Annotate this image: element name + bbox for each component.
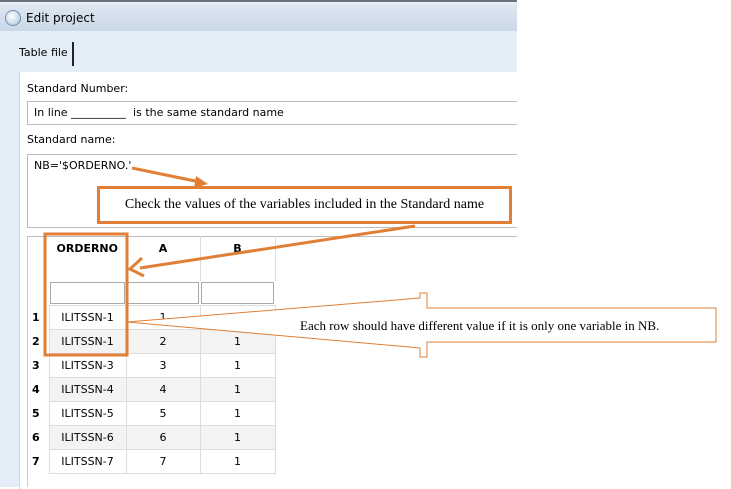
filter-b[interactable] xyxy=(201,282,274,304)
table-row[interactable]: 4 ILITSSN-4 4 1 xyxy=(28,377,276,402)
row-number: 3 xyxy=(32,359,40,372)
filter-orderno[interactable] xyxy=(50,282,125,304)
filter-a[interactable] xyxy=(127,282,199,304)
standard-number-field[interactable]: In line __________ is the same standard … xyxy=(27,101,517,125)
cell-a[interactable]: 6 xyxy=(125,425,201,450)
cell-orderno[interactable]: ILITSSN-7 xyxy=(48,449,127,474)
column-header-b[interactable]: B xyxy=(200,236,276,281)
arrowhead-icon xyxy=(194,176,208,188)
table-row[interactable]: 5 ILITSSN-5 5 1 xyxy=(28,401,276,426)
callout2-arrow-shape xyxy=(126,292,717,358)
callout-check-values: Check the values of the variables includ… xyxy=(97,186,512,224)
callout-each-row: Each row should have different value if … xyxy=(300,318,660,333)
data-table: ORDERNO A B 1ILITSSN-1112ILITSSN-1213ILI… xyxy=(28,236,276,474)
table-row[interactable]: 2 ILITSSN-1 2 1 xyxy=(28,329,276,354)
table-row[interactable]: 7 ILITSSN-7 7 1 xyxy=(28,449,276,474)
arrow-to-orderno xyxy=(139,224,416,270)
title-bar: Edit project xyxy=(0,4,517,31)
row-number: 1 xyxy=(32,311,40,324)
tab-table-file[interactable]: Table file xyxy=(15,42,74,66)
row-number: 2 xyxy=(32,335,40,348)
filter-row xyxy=(28,281,275,306)
arrowhead-icon xyxy=(127,256,145,278)
row-number: 6 xyxy=(32,431,40,444)
standard-number-label: Standard Number: xyxy=(27,82,129,95)
row-number: 4 xyxy=(32,383,40,396)
orderno-highlight-box xyxy=(43,232,129,357)
app-circle-icon xyxy=(5,10,21,26)
row-number: 7 xyxy=(32,455,40,468)
standard-name-label: Standard name: xyxy=(27,133,116,146)
cell-b[interactable]: 1 xyxy=(199,401,276,426)
table-row[interactable]: 6 ILITSSN-6 6 1 xyxy=(28,425,276,450)
arrow-to-callout1 xyxy=(131,166,201,184)
cell-b[interactable]: 1 xyxy=(199,425,276,450)
cell-orderno[interactable]: ILITSSN-4 xyxy=(48,377,127,402)
window-title: Edit project xyxy=(26,11,95,25)
cell-a[interactable]: 2 xyxy=(125,329,201,354)
cell-a[interactable]: 7 xyxy=(125,449,201,474)
cell-orderno[interactable]: ILITSSN-1 xyxy=(48,329,127,354)
cell-b[interactable]: 1 xyxy=(199,377,276,402)
row-number: 5 xyxy=(32,407,40,420)
cell-orderno[interactable]: ILITSSN-6 xyxy=(48,425,127,450)
cell-a[interactable]: 4 xyxy=(125,377,201,402)
cell-b[interactable]: 1 xyxy=(199,449,276,474)
